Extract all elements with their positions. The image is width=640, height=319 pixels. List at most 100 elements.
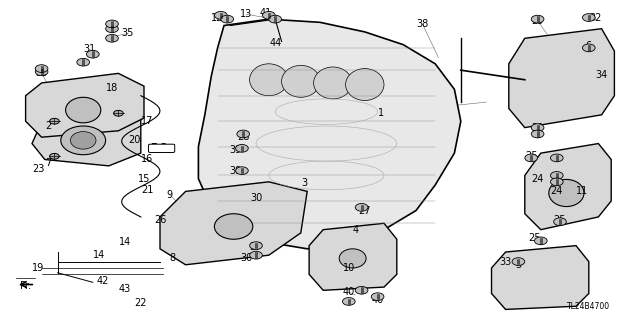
Ellipse shape [342,298,355,305]
Text: 40: 40 [342,287,355,297]
Ellipse shape [371,293,384,300]
Ellipse shape [355,286,368,294]
Text: 33: 33 [499,256,512,267]
Text: 37: 37 [250,242,262,252]
PathPatch shape [26,73,144,137]
Text: 18: 18 [106,83,118,93]
Text: 25: 25 [554,215,566,225]
Ellipse shape [214,214,253,239]
Ellipse shape [65,97,101,123]
Text: 15: 15 [138,174,150,184]
Text: 34: 34 [595,70,608,80]
Ellipse shape [250,242,262,249]
Text: TL24B4700: TL24B4700 [567,302,611,311]
Ellipse shape [582,44,595,52]
Text: 42: 42 [96,276,109,286]
Text: 2: 2 [45,121,51,131]
Text: 25: 25 [528,233,541,243]
PathPatch shape [160,182,307,265]
Ellipse shape [582,14,595,21]
Ellipse shape [70,132,96,149]
Ellipse shape [250,251,262,259]
Text: 21: 21 [141,185,154,195]
PathPatch shape [309,223,397,290]
Ellipse shape [221,15,234,23]
Text: 32: 32 [589,12,602,23]
Ellipse shape [269,15,282,23]
Text: 14: 14 [93,250,106,260]
Text: 31: 31 [83,44,96,55]
Ellipse shape [531,124,544,131]
Ellipse shape [236,145,248,152]
Ellipse shape [550,172,563,179]
Text: 3: 3 [301,178,307,189]
Text: 17: 17 [141,116,154,126]
Text: Fr.: Fr. [20,280,31,291]
Text: 43: 43 [118,284,131,294]
Text: 25: 25 [525,151,538,161]
Text: 5: 5 [515,260,522,270]
FancyBboxPatch shape [148,144,175,152]
Text: 38: 38 [416,19,429,29]
Text: 24: 24 [550,186,563,197]
Ellipse shape [531,130,544,138]
Ellipse shape [237,130,250,138]
Ellipse shape [314,67,352,99]
Ellipse shape [50,118,60,124]
Text: 11: 11 [576,186,589,197]
Text: 26: 26 [154,215,166,225]
Text: 41: 41 [259,8,272,18]
Text: 13: 13 [240,9,253,19]
Ellipse shape [262,11,275,19]
PathPatch shape [32,105,141,166]
Text: 4: 4 [352,225,358,235]
Ellipse shape [106,25,118,33]
Ellipse shape [554,218,566,226]
Ellipse shape [86,50,99,58]
Ellipse shape [35,68,48,76]
Ellipse shape [512,258,525,265]
Text: 19: 19 [32,263,45,273]
Ellipse shape [214,11,227,19]
Ellipse shape [339,249,366,268]
PathPatch shape [198,19,461,249]
Ellipse shape [531,15,544,23]
Text: 24: 24 [531,174,544,184]
Ellipse shape [250,64,288,96]
Text: 7: 7 [45,158,51,168]
Text: 12: 12 [211,12,224,23]
Text: 9: 9 [166,189,173,200]
Text: 29: 29 [531,16,544,26]
Ellipse shape [346,69,384,100]
Ellipse shape [550,154,563,162]
PathPatch shape [492,246,589,309]
Text: 39: 39 [229,166,242,176]
PathPatch shape [525,144,611,230]
Ellipse shape [106,20,118,28]
Ellipse shape [61,126,106,155]
Ellipse shape [35,65,48,72]
Ellipse shape [236,167,248,174]
Ellipse shape [106,34,118,42]
Text: 35: 35 [122,28,134,39]
Ellipse shape [50,153,60,159]
Text: 16: 16 [141,154,154,165]
Text: 14: 14 [118,237,131,248]
Ellipse shape [548,179,584,207]
Text: 36: 36 [35,68,48,78]
Text: 39: 39 [229,145,242,155]
Ellipse shape [550,178,563,186]
Text: 40: 40 [371,295,384,305]
Text: 30: 30 [250,193,262,203]
Text: 30: 30 [240,253,253,263]
Ellipse shape [355,204,368,211]
Text: 6: 6 [586,41,592,51]
Text: E-3: E-3 [150,143,168,153]
Ellipse shape [534,237,547,245]
Text: 28: 28 [237,132,250,142]
Text: 8: 8 [170,253,176,263]
Ellipse shape [77,58,90,66]
Text: 27: 27 [358,205,371,216]
Text: 30: 30 [531,122,544,133]
Ellipse shape [282,65,320,97]
